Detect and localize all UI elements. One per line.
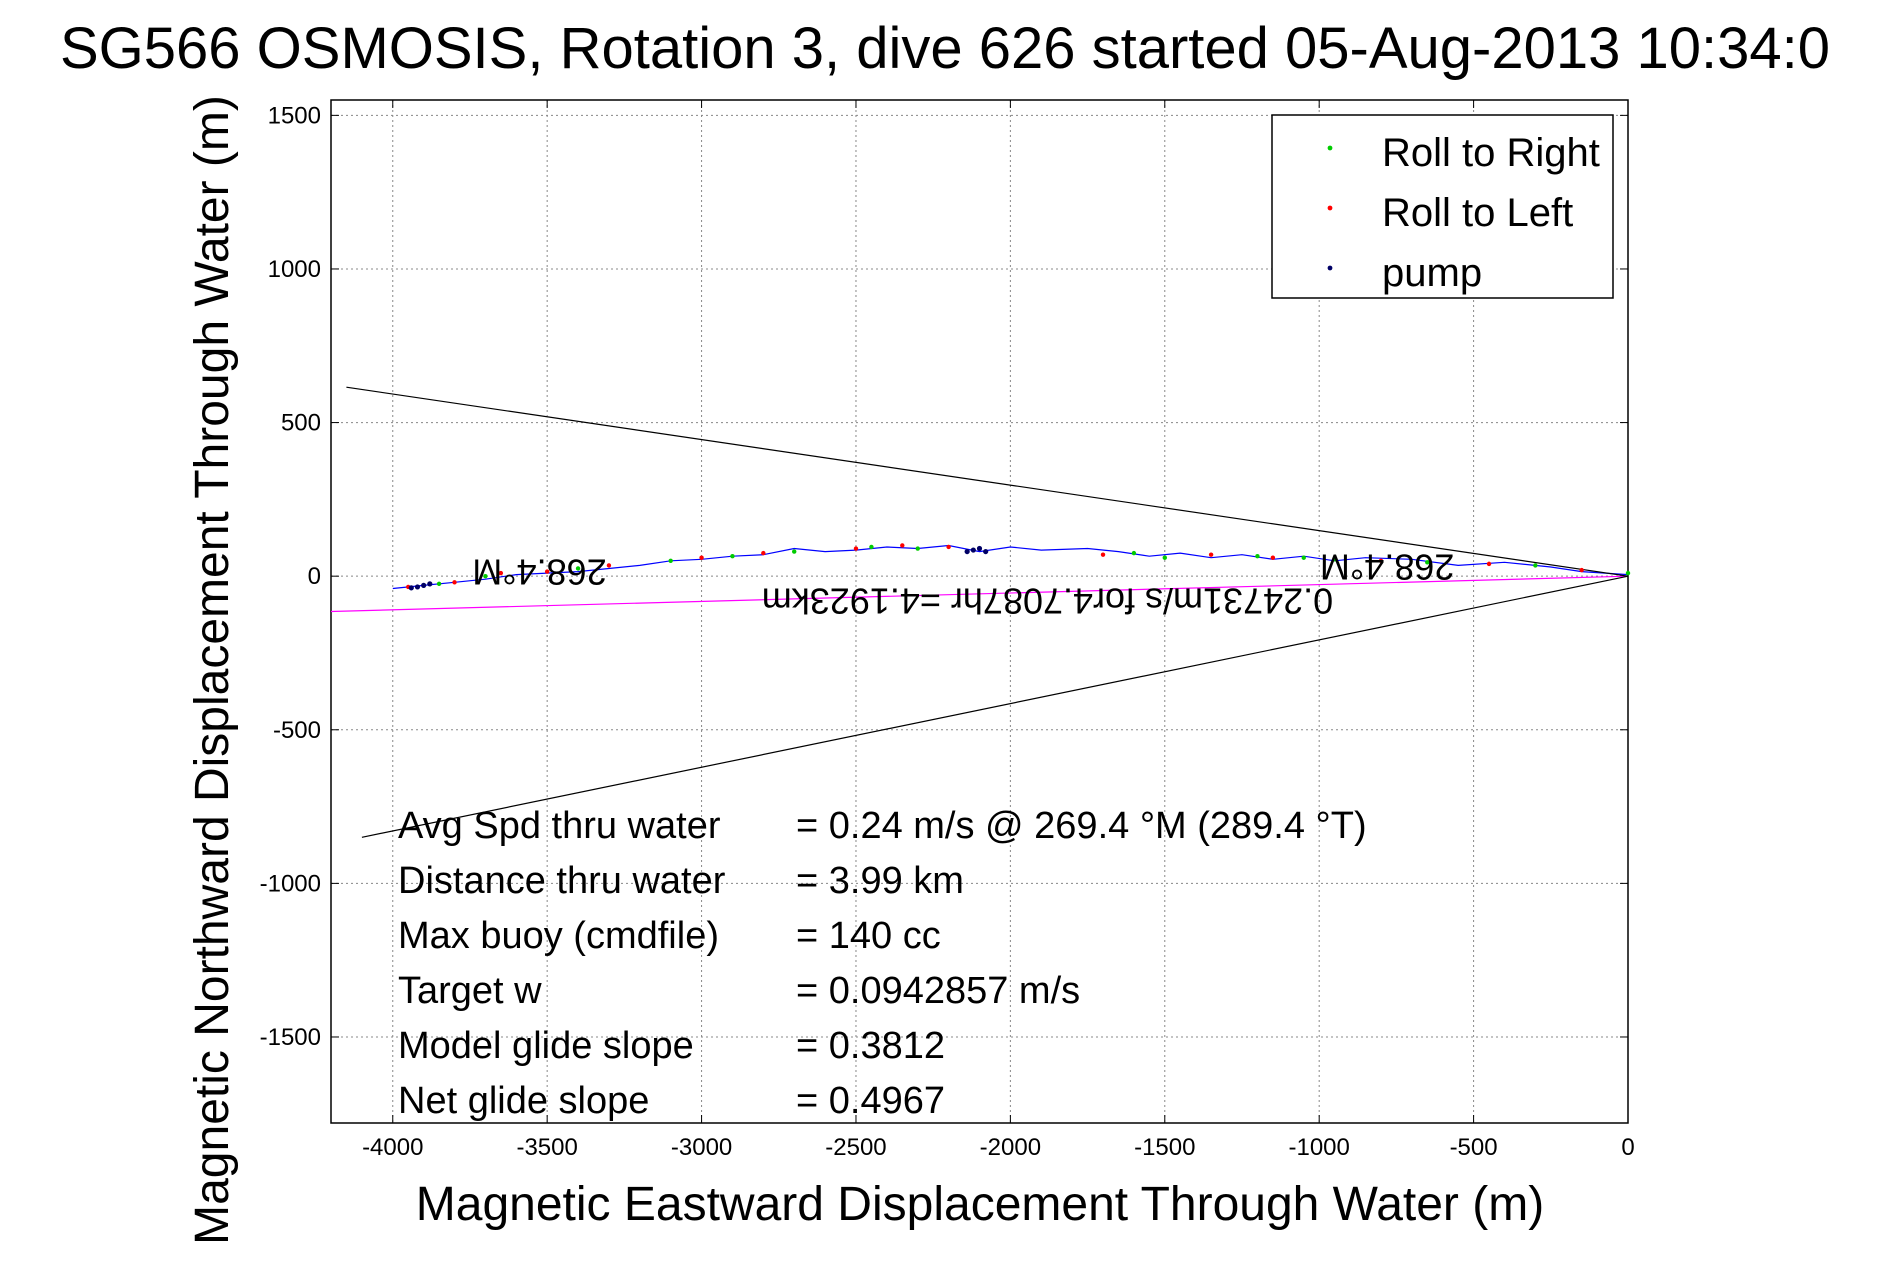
marker-roll-left (1270, 555, 1276, 560)
stat-label: Target w (398, 970, 542, 1012)
stat-label: Net glide slope (398, 1080, 649, 1122)
y-tick-label: 1500 (268, 102, 321, 129)
tick-layer: -4000 -3500 -3000 -2500 -2000 -1500 -1000 -500 0… (260, 100, 1635, 1161)
marker-pump (414, 584, 421, 590)
marker-roll-left (946, 544, 951, 550)
legend-marker (1327, 265, 1333, 271)
marker-roll-right (1255, 554, 1260, 559)
stat-value: = 0.24 m/s @ 269.4 °M (289.4 °T) (796, 805, 1367, 847)
series-line-cone-lower (361, 575, 1629, 838)
stat-label: Model glide slope (398, 1025, 694, 1067)
marker-roll-right (1162, 555, 1167, 560)
x-tick-label: -2500 (825, 1134, 886, 1161)
marker-roll-right (668, 558, 673, 564)
legend-marker (1327, 145, 1333, 151)
flipped-heading-label-right: 268.4°M (1320, 547, 1454, 588)
marker-pump (970, 547, 976, 553)
marker-roll-left (699, 555, 704, 560)
marker-roll-right (1625, 570, 1631, 576)
stat-value: = 0.4967 (796, 1080, 945, 1122)
marker-roll-left (1378, 558, 1384, 564)
marker-roll-left (606, 563, 612, 568)
marker-pump (976, 545, 983, 552)
x-tick-label: 0 (1621, 1134, 1634, 1161)
legend-label: Roll to Left (1382, 191, 1573, 235)
marker-roll-left (900, 543, 905, 548)
y-tick-label: -500 (273, 717, 321, 744)
y-tick-label: -1000 (260, 870, 321, 897)
flipped-speed-label: 0.24731m/s for4.7087hr =4.1923km (762, 580, 1333, 621)
marker-pump (983, 548, 989, 555)
marker-roll-right (792, 549, 797, 554)
series-line-cone-upper (346, 386, 1629, 577)
marker-roll-left (1208, 552, 1214, 557)
marker-roll-left (1100, 552, 1106, 557)
x-tick-label: -1500 (1134, 1134, 1195, 1161)
marker-roll-right (575, 566, 581, 571)
stat-value: = 0.0942857 m/s (796, 970, 1080, 1012)
marker-roll-right (1131, 550, 1137, 556)
x-tick-label: -3000 (671, 1134, 732, 1161)
marker-pump (408, 585, 414, 591)
marker-roll-right (1533, 563, 1538, 568)
stats-block: Avg Spd thru water = 0.24 m/s @ 269.4 °M … (398, 805, 1367, 1122)
marker-roll-left (544, 569, 550, 574)
marker-roll-left (452, 580, 457, 585)
marker-pump (427, 581, 433, 587)
legend-label: Roll to Right (1382, 131, 1600, 175)
x-tick-label: -1000 (1288, 1134, 1349, 1161)
y-tick-label: 500 (281, 410, 321, 437)
marker-roll-left (498, 570, 504, 576)
marker-roll-left (1486, 561, 1492, 567)
marker-roll-left (761, 550, 766, 556)
flipped-annotations: 268.4°M 268.4°M 0.24731m/s for4.7087hr =… (472, 547, 1454, 622)
y-tick-label: 0 (308, 563, 321, 590)
marker-roll-right (436, 581, 442, 587)
stat-label: Max buoy (cmdfile) (398, 915, 719, 957)
stat-label: Distance thru water (398, 860, 726, 902)
y-tick-label: 1000 (268, 256, 321, 283)
marker-roll-right (915, 546, 920, 551)
x-axis-label: Magnetic Eastward Displacement Through W… (416, 1178, 1544, 1231)
stat-value: = 0.3812 (796, 1025, 945, 1067)
y-axis-label: Magnetic Northward Displacement Through … (186, 95, 239, 1245)
stat-value: = 140 cc (796, 915, 941, 957)
marker-roll-left (1579, 567, 1584, 573)
flipped-heading-label-left: 268.4°M (472, 551, 606, 592)
series-layer (330, 386, 1629, 838)
marker-roll-right (1301, 555, 1306, 560)
marker-roll-right (730, 554, 735, 559)
x-tick-label: -4000 (362, 1134, 423, 1161)
x-tick-label: -500 (1450, 1134, 1498, 1161)
legend-marker (1327, 205, 1333, 211)
marker-roll-right (1332, 557, 1337, 562)
x-tick-label: -3500 (516, 1134, 577, 1161)
series-line-track (392, 544, 1629, 590)
series-line-current (330, 575, 1629, 613)
x-tick-label: -2000 (980, 1134, 1041, 1161)
marker-roll-right (483, 573, 488, 579)
marker-roll-left (853, 546, 859, 551)
chart-title: SG566 OSMOSIS, Rotation 3, dive 626 star… (60, 16, 1830, 81)
marker-roll-right (1425, 560, 1430, 565)
marker-pump (421, 582, 427, 588)
legend-label: pump (1382, 251, 1482, 295)
legend: Roll to Right Roll to Left pump (1271, 114, 1614, 299)
marker-layer (406, 543, 1631, 591)
marker-roll-right (869, 544, 874, 550)
stat-value: = 3.99 km (796, 860, 964, 902)
marker-pump (964, 548, 970, 555)
y-tick-label: -1500 (260, 1024, 321, 1051)
stat-label: Avg Spd thru water (398, 805, 721, 847)
